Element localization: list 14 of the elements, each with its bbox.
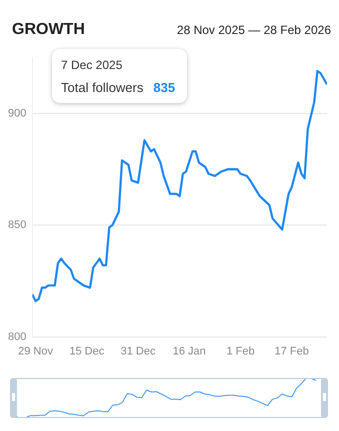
y-tick-label: 900 <box>8 107 26 120</box>
y-tick-label: 850 <box>8 219 26 232</box>
chart-subtitle: 28 Nov 2025 — 28 Feb 2026 <box>176 23 331 37</box>
annotation: Total followers <box>61 80 144 95</box>
y-tick-label: 800 <box>8 330 26 343</box>
annotation: 7 Dec 2025 <box>61 58 124 72</box>
x-tick-label: 1 Feb <box>226 345 255 358</box>
x-tick-label: 29 Nov <box>18 345 54 358</box>
x-tick-label: 16 Jan <box>172 345 206 358</box>
x-tick-label: 15 Dec <box>69 345 105 358</box>
chart-title: GROWTH <box>12 21 85 39</box>
x-tick-label: 31 Dec <box>120 345 156 358</box>
annotation: 835 <box>153 80 176 95</box>
x-tick-label: 17 Feb <box>274 345 309 358</box>
